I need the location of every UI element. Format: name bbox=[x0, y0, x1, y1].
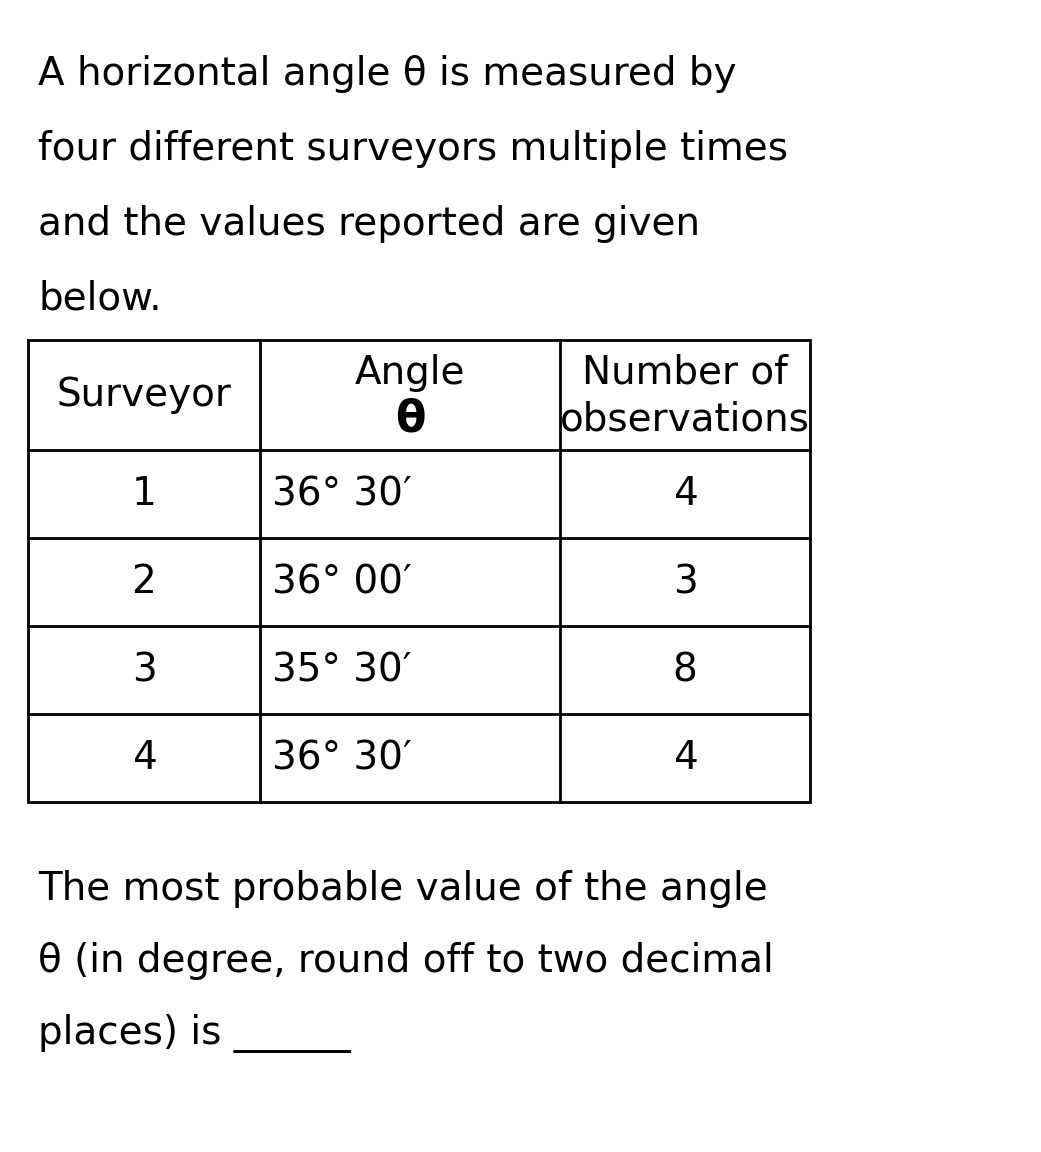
Text: below.: below. bbox=[39, 280, 161, 318]
Text: observations: observations bbox=[560, 400, 810, 438]
Text: The most probable value of the angle: The most probable value of the angle bbox=[39, 870, 768, 908]
Text: and the values reported are given: and the values reported are given bbox=[39, 205, 700, 243]
Text: places) is ______: places) is ______ bbox=[39, 1014, 351, 1053]
Text: 1: 1 bbox=[131, 475, 156, 513]
Text: 4: 4 bbox=[672, 738, 697, 776]
Text: Surveyor: Surveyor bbox=[56, 376, 231, 414]
Text: A horizontal angle θ is measured by: A horizontal angle θ is measured by bbox=[39, 55, 736, 93]
Text: 4: 4 bbox=[131, 738, 156, 776]
Text: 36° 00′: 36° 00′ bbox=[272, 563, 412, 601]
Text: four different surveyors multiple times: four different surveyors multiple times bbox=[39, 130, 788, 168]
Text: Number of: Number of bbox=[582, 354, 788, 392]
Text: 36° 30′: 36° 30′ bbox=[272, 738, 412, 776]
Text: θ: θ bbox=[395, 397, 426, 441]
Text: 3: 3 bbox=[131, 651, 156, 689]
Text: 35° 30′: 35° 30′ bbox=[272, 651, 411, 689]
Text: 36° 30′: 36° 30′ bbox=[272, 475, 412, 513]
Bar bbox=[28, 340, 810, 802]
Text: θ (in degree, round off to two decimal: θ (in degree, round off to two decimal bbox=[39, 942, 773, 980]
Text: 4: 4 bbox=[672, 475, 697, 513]
Text: 8: 8 bbox=[672, 651, 697, 689]
Text: 2: 2 bbox=[131, 563, 156, 601]
Text: Angle: Angle bbox=[355, 354, 465, 392]
Text: 3: 3 bbox=[672, 563, 697, 601]
